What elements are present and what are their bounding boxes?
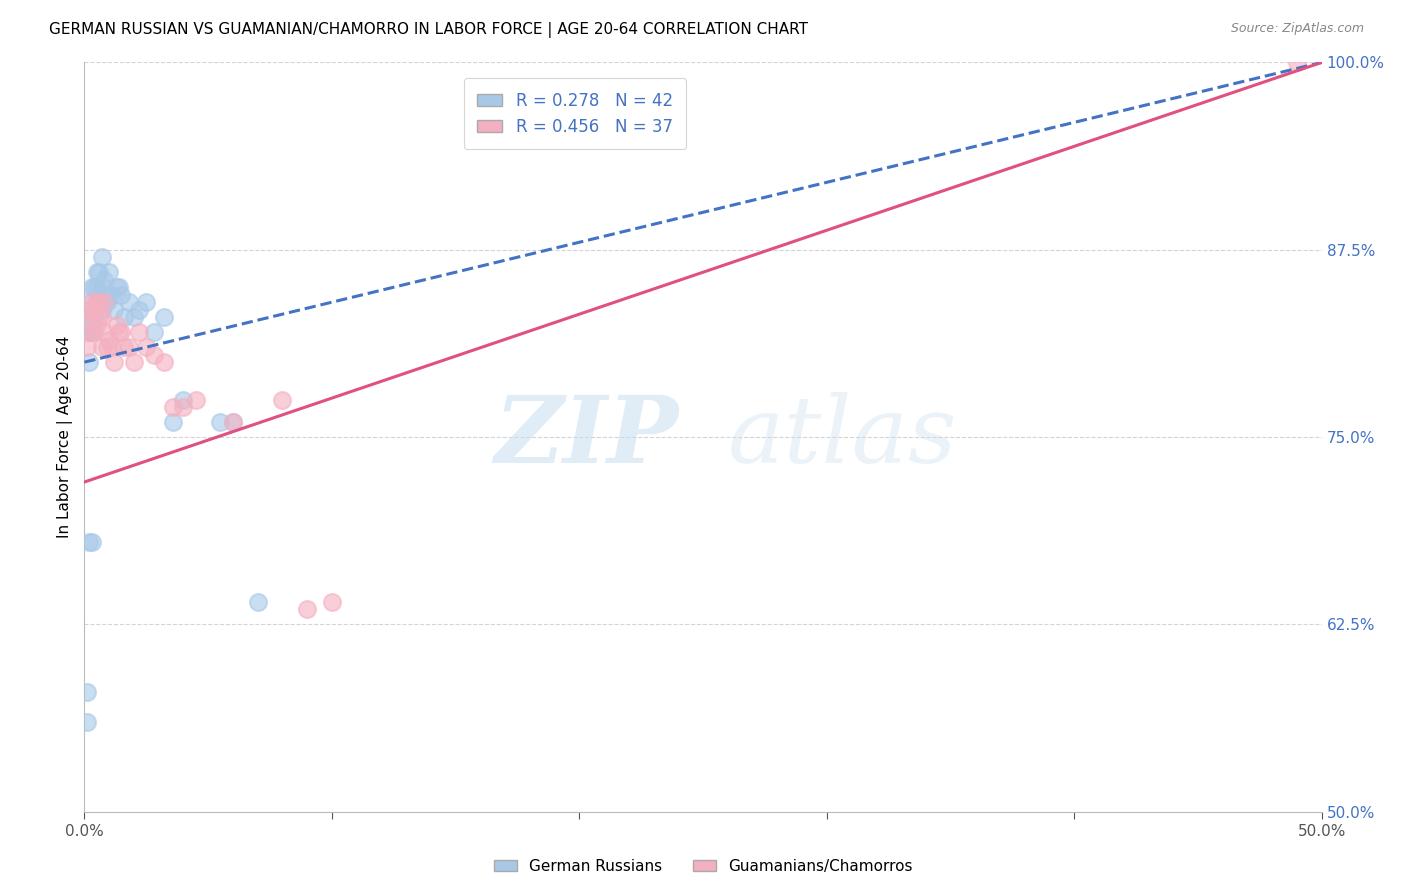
Point <box>89 295 111 310</box>
Point <box>100 340 122 354</box>
Point <box>128 325 150 339</box>
Point <box>93 325 115 339</box>
Point <box>122 355 145 369</box>
Point <box>86 295 108 310</box>
Point <box>98 265 121 279</box>
Point <box>100 287 122 301</box>
Point <box>103 302 125 317</box>
Point <box>105 280 128 294</box>
Point <box>80 295 103 310</box>
Point <box>222 415 245 429</box>
Point <box>108 280 131 294</box>
Text: ZIP: ZIP <box>494 392 678 482</box>
Point <box>246 595 269 609</box>
Point <box>90 302 112 317</box>
Point <box>76 685 98 699</box>
Point <box>222 415 245 429</box>
Point <box>79 325 101 339</box>
Point <box>162 400 184 414</box>
Point <box>79 325 101 339</box>
Point <box>83 310 105 325</box>
Point <box>152 310 174 325</box>
Point <box>83 325 105 339</box>
Point <box>118 340 141 354</box>
Point <box>89 310 111 325</box>
Point <box>76 340 98 354</box>
Point <box>112 310 135 325</box>
Point <box>172 400 194 414</box>
Point <box>135 340 157 354</box>
Point <box>271 392 294 407</box>
Point <box>142 348 165 362</box>
Y-axis label: In Labor Force | Age 20-64: In Labor Force | Age 20-64 <box>58 336 73 538</box>
Point <box>86 295 108 310</box>
Point <box>79 295 101 310</box>
Point <box>90 340 112 354</box>
Point <box>80 310 103 325</box>
Text: Source: ZipAtlas.com: Source: ZipAtlas.com <box>1230 22 1364 36</box>
Point <box>93 295 115 310</box>
Point <box>86 265 108 279</box>
Point <box>80 325 103 339</box>
Point <box>89 265 111 279</box>
Point <box>98 333 121 347</box>
Point <box>80 535 103 549</box>
Point <box>79 535 101 549</box>
Point <box>93 295 115 310</box>
Point <box>80 280 103 294</box>
Point <box>90 310 112 325</box>
Legend: R = 0.278   N = 42, R = 0.456   N = 37: R = 0.278 N = 42, R = 0.456 N = 37 <box>464 78 686 149</box>
Point <box>90 280 112 294</box>
Point <box>321 595 343 609</box>
Point <box>83 302 105 317</box>
Point <box>118 295 141 310</box>
Point <box>135 295 157 310</box>
Point <box>93 273 115 287</box>
Point <box>86 280 108 294</box>
Point <box>152 355 174 369</box>
Point <box>80 310 103 325</box>
Point <box>86 318 108 332</box>
Point <box>103 355 125 369</box>
Point <box>184 392 207 407</box>
Point <box>89 295 111 310</box>
Point <box>90 250 112 264</box>
Point <box>76 714 98 729</box>
Point <box>79 355 101 369</box>
Point <box>96 340 118 354</box>
Point <box>1285 55 1308 70</box>
Point <box>162 415 184 429</box>
Point <box>79 302 101 317</box>
Point <box>108 325 131 339</box>
Point <box>112 340 135 354</box>
Point <box>105 318 128 332</box>
Point <box>98 287 121 301</box>
Point <box>96 295 118 310</box>
Point <box>172 392 194 407</box>
Text: GERMAN RUSSIAN VS GUAMANIAN/CHAMORRO IN LABOR FORCE | AGE 20-64 CORRELATION CHAR: GERMAN RUSSIAN VS GUAMANIAN/CHAMORRO IN … <box>49 22 808 38</box>
Legend: German Russians, Guamanians/Chamorros: German Russians, Guamanians/Chamorros <box>488 853 918 880</box>
Point <box>110 325 132 339</box>
Point <box>110 287 132 301</box>
Point <box>128 302 150 317</box>
Point <box>83 280 105 294</box>
Point <box>295 602 318 616</box>
Point <box>209 415 232 429</box>
Point <box>142 325 165 339</box>
Point <box>122 310 145 325</box>
Text: atlas: atlas <box>728 392 957 482</box>
